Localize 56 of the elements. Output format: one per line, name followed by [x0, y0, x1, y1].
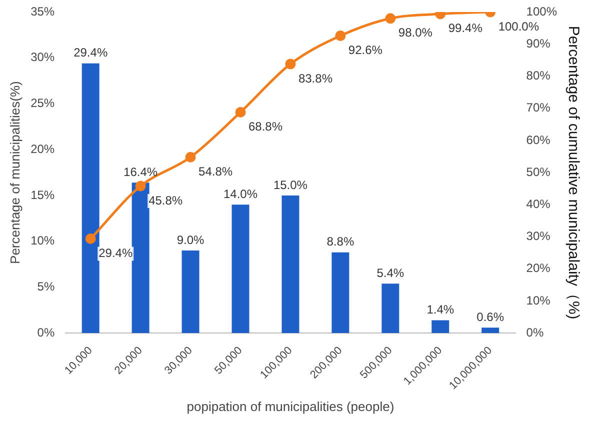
- data-label: 29.4%: [74, 46, 108, 60]
- y2-axis-title: Percentage of cumulative municipalaity（%): [564, 26, 582, 320]
- y-tick-label: 15%: [30, 188, 55, 202]
- y-axis-title: Percentage of municipalities(%): [7, 81, 22, 264]
- data-label: 83.8%: [298, 71, 333, 86]
- bar: [282, 196, 300, 334]
- data-label: 68.8%: [248, 120, 283, 134]
- bar: [332, 252, 350, 334]
- point: [335, 30, 346, 42]
- data-label: 54.8%: [198, 164, 233, 178]
- y-tick-label: 20%: [30, 142, 55, 156]
- y-tick-label: 10%: [30, 234, 55, 248]
- data-label: 98.0%: [398, 26, 433, 40]
- point: [185, 152, 196, 162]
- y-tick-label: 30%: [30, 50, 55, 64]
- y2-tick-label: 30%: [526, 229, 551, 244]
- bar: [82, 63, 100, 334]
- bar: [432, 320, 450, 334]
- data-label: 99.4%: [448, 21, 483, 36]
- y2-tick-label: 90%: [526, 36, 551, 50]
- data-label: 100.0%: [498, 19, 540, 34]
- data-label: 1.4%: [426, 302, 454, 317]
- bar: [232, 204, 250, 334]
- y2-tick-label: 40%: [526, 196, 551, 211]
- bar: [132, 182, 150, 334]
- x-axis-title: popipation of municipalities (people): [186, 398, 394, 414]
- y-tick-label: 35%: [30, 4, 55, 18]
- data-label: 9.0%: [176, 232, 205, 247]
- point: [285, 58, 296, 70]
- y-tick-label: 0%: [37, 325, 55, 340]
- y2-tick-label: 80%: [526, 68, 551, 83]
- point: [385, 13, 396, 24]
- y2-tick-label: 100%: [526, 4, 558, 18]
- y2-tick-label: 10%: [526, 293, 551, 308]
- data-label: 14.0%: [223, 186, 258, 201]
- point: [135, 180, 146, 192]
- y-tick-label: 5%: [37, 280, 55, 294]
- y-tick-label: 25%: [30, 96, 55, 110]
- data-label: 0.6%: [476, 310, 504, 324]
- y2-tick-label: 20%: [526, 261, 551, 276]
- data-label: 15.0%: [273, 178, 308, 192]
- data-label: 92.6%: [348, 43, 383, 58]
- y2-tick-label: 60%: [526, 132, 551, 147]
- data-label: 8.8%: [326, 234, 354, 249]
- bar: [382, 284, 400, 334]
- data-label: 45.8%: [148, 193, 183, 208]
- y2-tick-label: 0%: [526, 325, 544, 340]
- y2-tick-label: 70%: [526, 100, 551, 115]
- y2-tick-label: 50%: [526, 164, 551, 179]
- data-label: 29.4%: [98, 246, 133, 260]
- point: [85, 233, 96, 244]
- bar: [182, 250, 200, 334]
- data-label: 5.4%: [376, 266, 404, 280]
- data-label: 16.4%: [124, 164, 158, 179]
- bar: [482, 328, 500, 334]
- point: [235, 106, 246, 118]
